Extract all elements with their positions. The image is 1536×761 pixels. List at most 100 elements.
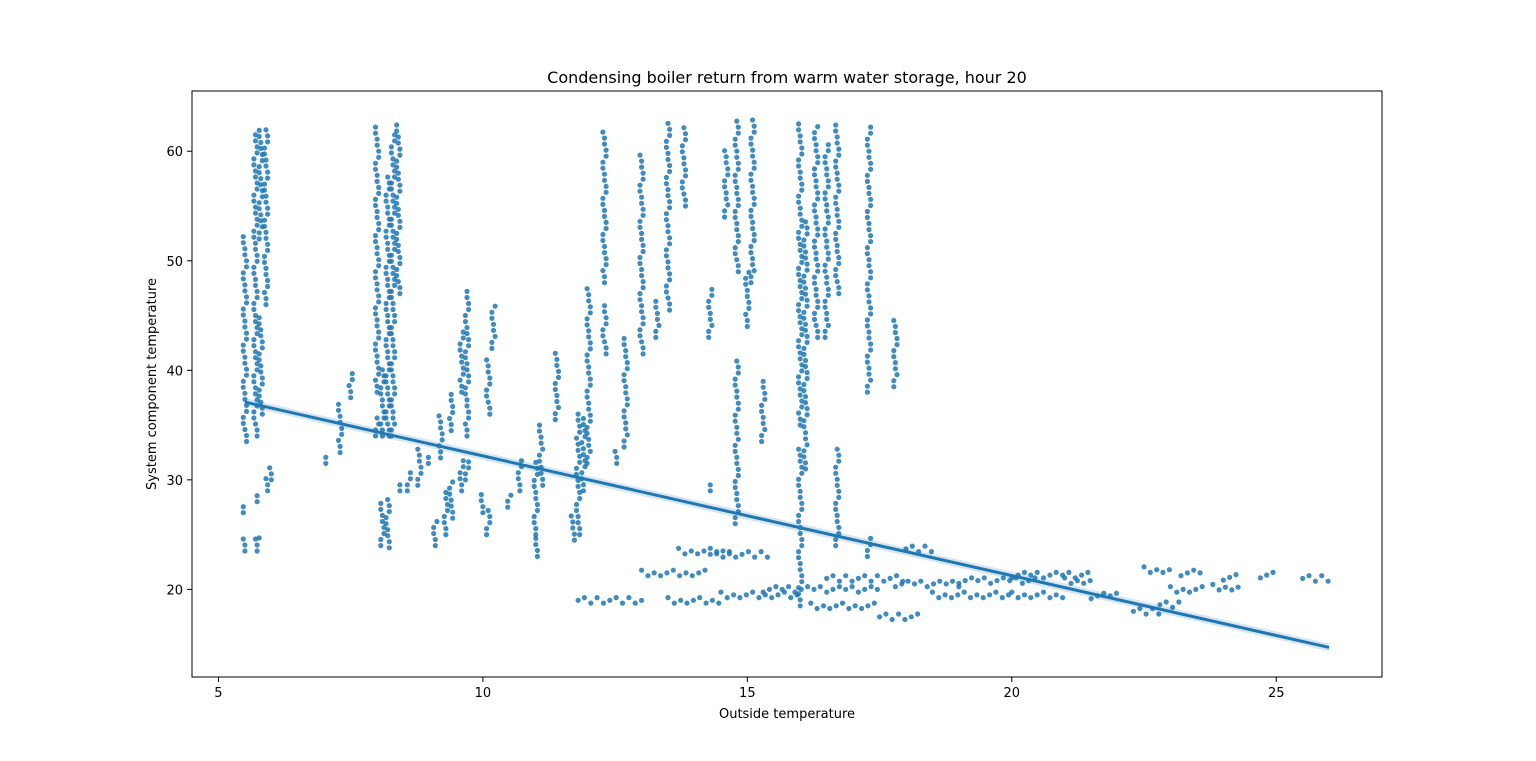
data-point <box>805 584 811 590</box>
data-point <box>801 309 807 315</box>
data-point <box>833 230 839 236</box>
data-point <box>418 470 424 476</box>
data-point <box>813 256 819 262</box>
data-point <box>533 535 539 542</box>
data-point <box>836 452 842 458</box>
data-point <box>457 377 463 383</box>
data-point <box>1015 595 1021 601</box>
data-point <box>1257 575 1263 581</box>
data-point <box>707 316 713 322</box>
data-point <box>975 578 981 584</box>
data-point <box>797 488 803 494</box>
data-point <box>392 312 398 319</box>
data-point <box>372 239 379 245</box>
data-point <box>732 136 738 142</box>
data-point <box>448 421 454 428</box>
data-point <box>385 497 391 503</box>
data-point <box>395 212 401 218</box>
data-point <box>751 159 757 165</box>
data-point <box>251 198 257 204</box>
data-point <box>242 324 248 330</box>
data-point <box>265 205 271 211</box>
data-point <box>893 573 900 579</box>
data-point <box>994 578 1000 584</box>
data-point <box>258 369 264 375</box>
data-point <box>258 176 264 182</box>
data-point <box>390 300 396 307</box>
data-point <box>1157 602 1163 608</box>
data-point <box>864 172 871 178</box>
data-point <box>868 160 874 166</box>
data-point <box>864 136 871 142</box>
data-point <box>256 164 262 170</box>
data-point <box>554 392 560 399</box>
data-point <box>251 264 257 270</box>
data-point <box>242 426 248 433</box>
data-point <box>447 491 453 497</box>
data-point <box>243 408 250 414</box>
data-point <box>540 446 546 452</box>
data-point <box>1220 577 1226 583</box>
data-point <box>464 367 470 373</box>
data-point <box>450 403 456 410</box>
data-point <box>459 359 465 365</box>
data-point <box>515 476 521 482</box>
data-point <box>431 530 437 537</box>
data-point <box>337 443 343 449</box>
data-point <box>447 415 453 422</box>
data-point <box>748 177 754 183</box>
data-point <box>584 358 590 364</box>
data-point <box>836 218 842 224</box>
data-point <box>372 124 379 130</box>
data-point <box>796 338 802 344</box>
data-point <box>432 543 438 549</box>
data-point <box>813 142 819 148</box>
data-point <box>464 397 470 403</box>
data-point <box>263 265 269 271</box>
data-point <box>732 142 738 148</box>
data-point <box>388 367 394 373</box>
data-point <box>746 299 752 305</box>
data-point <box>734 154 740 160</box>
data-point <box>256 315 262 321</box>
data-point <box>665 223 671 229</box>
data-point <box>815 226 821 232</box>
data-point <box>439 437 445 443</box>
data-point <box>1074 578 1080 584</box>
data-point <box>766 586 773 593</box>
data-point <box>804 442 810 448</box>
data-point <box>892 584 899 590</box>
data-point <box>833 470 839 476</box>
data-point <box>586 298 592 304</box>
data-point <box>866 365 872 371</box>
data-point <box>799 223 805 229</box>
data-point <box>799 151 805 157</box>
data-point <box>815 304 821 310</box>
data-point <box>833 536 839 543</box>
data-point <box>600 231 606 238</box>
data-point <box>372 166 379 172</box>
data-point <box>464 288 470 294</box>
data-point <box>254 252 260 258</box>
data-point <box>670 567 676 573</box>
data-point <box>416 452 422 458</box>
data-point <box>836 488 842 494</box>
data-point <box>637 182 643 188</box>
data-point <box>640 345 646 351</box>
data-point <box>575 520 581 526</box>
data-point <box>802 436 809 442</box>
data-point <box>372 311 379 317</box>
data-point <box>804 369 810 376</box>
data-point <box>703 600 709 606</box>
data-point <box>667 132 673 138</box>
data-point <box>552 380 558 387</box>
data-point <box>383 373 389 379</box>
data-point <box>665 595 671 601</box>
data-point <box>584 454 590 460</box>
data-point <box>825 250 831 256</box>
data-point <box>905 578 911 584</box>
data-point <box>263 296 269 302</box>
data-point <box>388 258 394 264</box>
data-point <box>834 482 840 488</box>
data-point <box>864 553 871 560</box>
